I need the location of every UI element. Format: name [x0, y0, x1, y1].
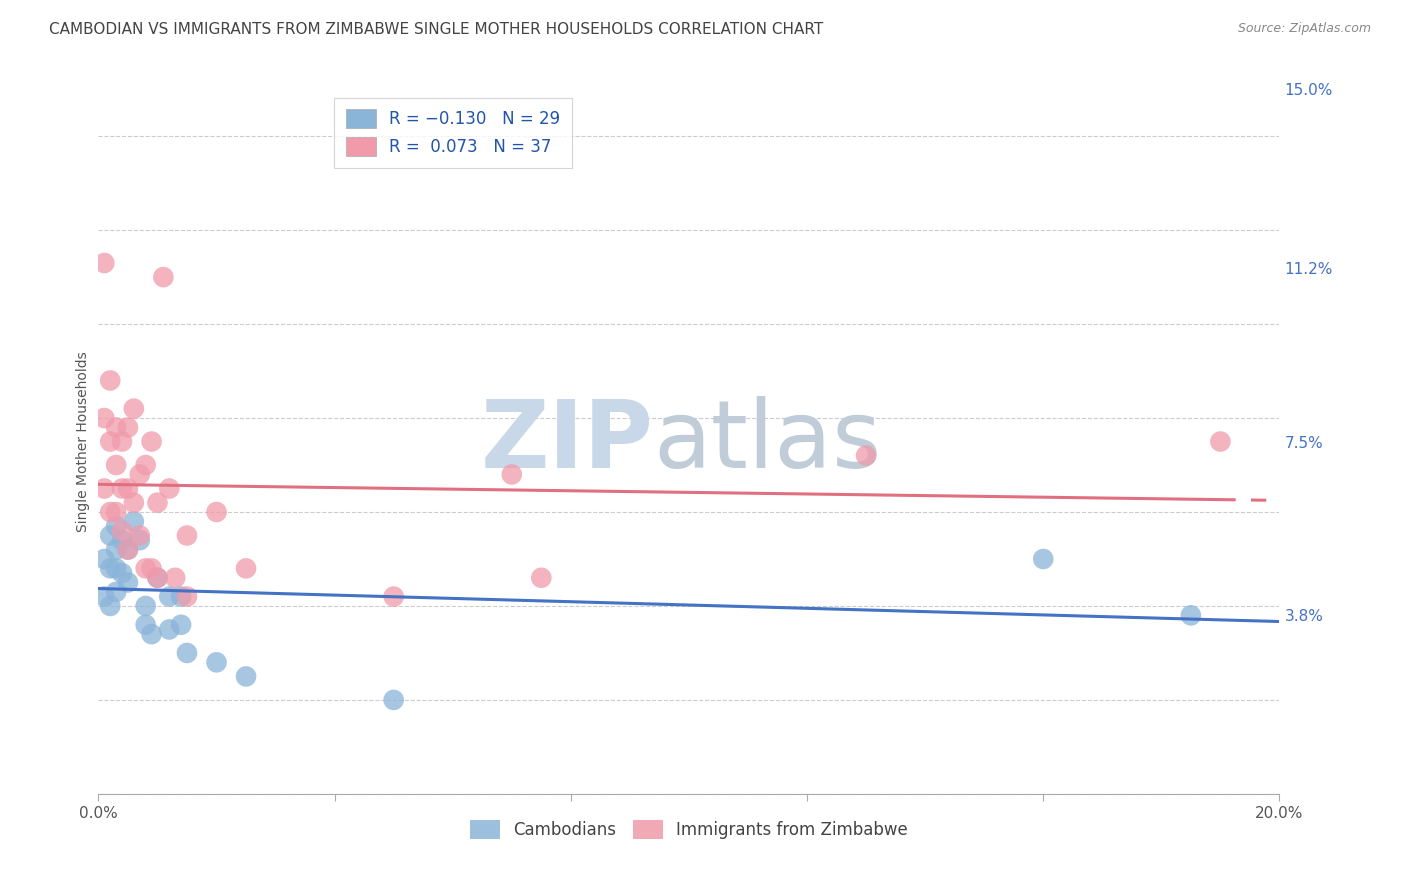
Point [128, 467, 150, 482]
Point [98, 434, 121, 449]
Point [98, 505, 121, 519]
Point [117, 575, 139, 590]
Point [111, 566, 134, 580]
Point [105, 420, 128, 434]
Point [93, 482, 115, 496]
Point [135, 561, 157, 575]
Text: atlas: atlas [654, 395, 882, 488]
Point [1209, 434, 1232, 449]
Point [93, 411, 115, 425]
Point [135, 458, 157, 472]
Point [135, 599, 157, 613]
Point [146, 571, 169, 585]
Point [235, 669, 257, 683]
Point [98, 599, 121, 613]
Point [157, 590, 180, 604]
Point [111, 524, 134, 538]
Point [382, 693, 405, 707]
Point [98, 528, 121, 542]
Point [105, 585, 128, 599]
Point [105, 519, 128, 533]
Point [501, 467, 523, 482]
Point [235, 561, 257, 575]
Point [98, 561, 121, 575]
Point [105, 561, 128, 575]
Point [98, 374, 121, 388]
Point [111, 434, 134, 449]
Point [93, 590, 115, 604]
Text: CAMBODIAN VS IMMIGRANTS FROM ZIMBABWE SINGLE MOTHER HOUSEHOLDS CORRELATION CHART: CAMBODIAN VS IMMIGRANTS FROM ZIMBABWE SI… [49, 22, 824, 37]
Point [382, 590, 405, 604]
Legend: Cambodians, Immigrants from Zimbabwe: Cambodians, Immigrants from Zimbabwe [460, 810, 918, 849]
Point [117, 542, 139, 557]
Point [170, 617, 193, 632]
Point [117, 420, 139, 434]
Point [141, 627, 163, 641]
Point [128, 528, 150, 542]
Point [152, 270, 174, 285]
Point [146, 495, 169, 509]
Point [105, 458, 128, 472]
Point [105, 542, 128, 557]
Point [165, 571, 187, 585]
Text: ZIP: ZIP [481, 395, 654, 488]
Point [157, 482, 180, 496]
Point [111, 533, 134, 548]
Point [1032, 552, 1054, 566]
Point [93, 256, 115, 270]
Point [170, 590, 193, 604]
Text: Source: ZipAtlas.com: Source: ZipAtlas.com [1237, 22, 1371, 36]
Point [141, 561, 163, 575]
Point [117, 542, 139, 557]
Point [146, 571, 169, 585]
Point [205, 656, 228, 670]
Point [117, 482, 139, 496]
Y-axis label: Single Mother Households: Single Mother Households [76, 351, 90, 532]
Point [855, 449, 877, 463]
Point [128, 533, 150, 548]
Point [1180, 608, 1202, 623]
Point [135, 617, 157, 632]
Point [122, 401, 145, 416]
Point [530, 571, 553, 585]
Point [111, 482, 134, 496]
Point [122, 495, 145, 509]
Point [157, 623, 180, 637]
Point [176, 590, 198, 604]
Point [176, 528, 198, 542]
Point [141, 434, 163, 449]
Point [176, 646, 198, 660]
Point [205, 505, 228, 519]
Point [93, 552, 115, 566]
Point [122, 515, 145, 529]
Point [105, 505, 128, 519]
